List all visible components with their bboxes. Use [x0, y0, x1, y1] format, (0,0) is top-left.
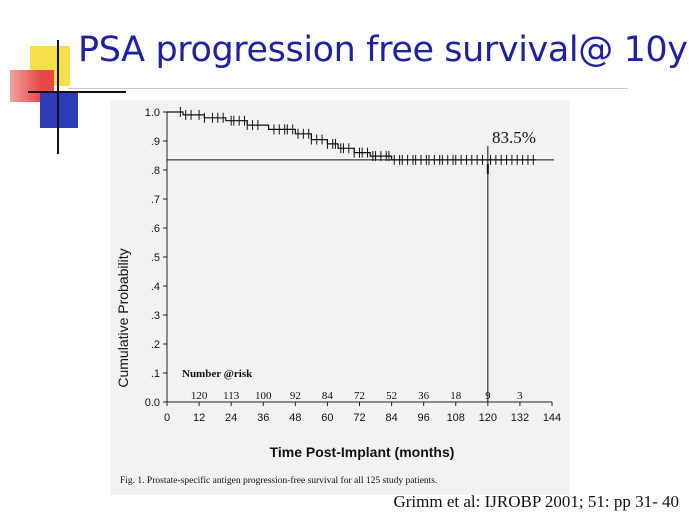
x-tick-label: 96 — [418, 412, 430, 424]
decor-vertical-line — [57, 40, 59, 154]
figure-caption: Fig. 1. Prostate-specific antigen progre… — [120, 475, 437, 486]
y-tick-label: .8 — [151, 165, 160, 177]
figure-panel: 0 12 24 36 48 60 72 84 96 108 120 132 144 0.0 .1 .2 .3 .4… — [110, 100, 570, 495]
y-tick-label: .4 — [151, 281, 160, 293]
x-tick-label: 24 — [225, 412, 237, 424]
survival-curve — [167, 111, 536, 161]
y-tick-label: .2 — [151, 339, 160, 351]
decor-blue-square — [40, 92, 78, 128]
risk-count: 113 — [223, 390, 240, 402]
risk-count: 120 — [191, 390, 208, 402]
risk-count: 9 — [485, 390, 491, 402]
x-tick-label: 12 — [193, 412, 205, 424]
annotation-label: 83.5% — [492, 128, 536, 147]
x-tick-label: 120 — [479, 412, 497, 424]
x-tick-label: 0 — [164, 412, 170, 424]
survival-chart: 0 12 24 36 48 60 72 84 96 108 120 132 144 0.0 .1 .2 .3 .4… — [115, 107, 561, 486]
x-tick-label: 84 — [385, 412, 397, 424]
risk-count: 100 — [255, 390, 272, 402]
risk-count: 18 — [450, 390, 462, 402]
y-tick-label: .5 — [151, 252, 160, 264]
title-divider — [68, 88, 628, 89]
x-tick-label: 108 — [447, 412, 465, 424]
x-tick-label: 144 — [543, 412, 561, 424]
y-tick-label: .9 — [151, 136, 160, 148]
x-tick-label: 60 — [321, 412, 333, 424]
y-tick-label: .1 — [151, 368, 160, 380]
citation: Grimm et al: IJROBP 2001; 51: pp 31- 40 — [393, 492, 679, 511]
y-tick-label: .6 — [151, 223, 160, 235]
risk-count: 72 — [354, 390, 365, 402]
slide-title: PSA progression free survival@ 10y — [78, 30, 688, 70]
x-axis-label: Time Post-Implant (months) — [270, 444, 455, 460]
y-tick-label: 1.0 — [145, 107, 160, 119]
x-tick-label: 48 — [289, 412, 301, 424]
decor-horizontal-line — [28, 91, 126, 93]
risk-count: 36 — [418, 390, 430, 402]
risk-count: 3 — [517, 390, 523, 402]
y-tick-label: .3 — [151, 310, 160, 322]
risk-table-title: Number @risk — [182, 368, 253, 380]
risk-count: 52 — [386, 390, 397, 402]
y-tick-label: .7 — [151, 194, 160, 206]
y-axis-label: Cumulative Probability — [115, 248, 131, 387]
x-tick-label: 132 — [511, 412, 529, 424]
y-tick-label: 0.0 — [145, 397, 160, 409]
x-tick-label: 72 — [353, 412, 365, 424]
x-tick-label: 36 — [257, 412, 269, 424]
risk-count: 84 — [322, 390, 334, 402]
risk-count: 92 — [290, 390, 301, 402]
